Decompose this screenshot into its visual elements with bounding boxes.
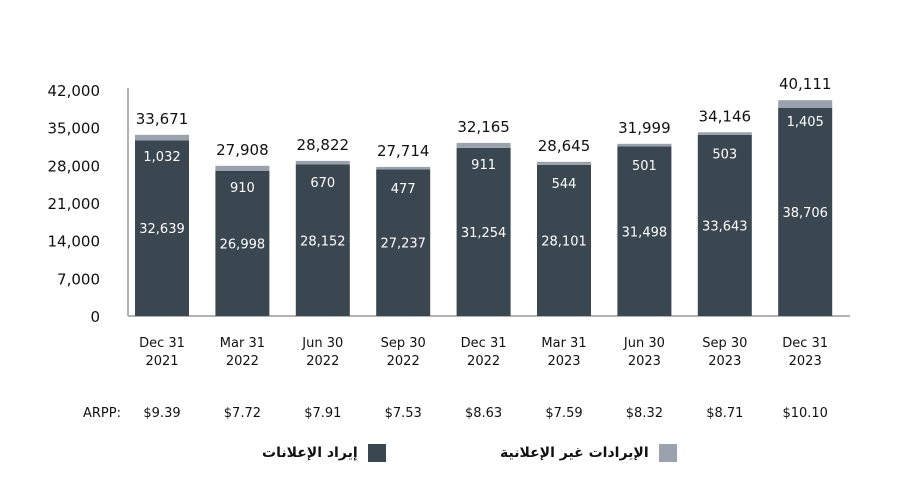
arpp-value: $7.72 (224, 406, 261, 421)
data-label-total: 27,714 (377, 142, 430, 160)
y-tick-label: 28,000 (48, 157, 101, 175)
data-label-total: 32,165 (457, 118, 510, 136)
x-tick-label-year: 2023 (628, 354, 661, 369)
bar-non-ad-revenue (456, 142, 511, 148)
data-label-non-ad: 1,032 (143, 150, 180, 165)
x-tick-label: Jun 30 (623, 336, 665, 351)
data-label-total: 28,645 (538, 137, 591, 155)
x-tick-label: Jun 30 (301, 336, 343, 351)
bar-ad-revenue (135, 140, 189, 316)
data-label-ad: 27,237 (380, 237, 426, 252)
arpp-value: $8.63 (465, 406, 502, 421)
data-label-non-ad: 477 (391, 182, 416, 197)
bar-ad-revenue (697, 134, 752, 316)
x-tick-label-year: 2021 (145, 354, 178, 369)
data-label-non-ad: 503 (712, 147, 737, 162)
arpp-value: $8.71 (706, 406, 743, 421)
bar-ad-revenue (215, 170, 270, 316)
data-label-non-ad: 911 (471, 158, 496, 173)
bar-non-ad-revenue (215, 165, 270, 171)
data-label-total: 40,111 (779, 75, 832, 93)
x-tick-label: Dec 31 (461, 336, 507, 351)
data-label-non-ad: 501 (632, 159, 657, 174)
bar-non-ad-revenue (697, 132, 752, 135)
x-tick-label: Mar 31 (541, 336, 586, 351)
data-label-ad: 31,254 (461, 226, 507, 241)
legend-item-non-ad-revenue: الإيرادات غير الإعلانية (500, 444, 677, 462)
bar-non-ad-revenue (376, 166, 431, 170)
x-tick-label: Mar 31 (220, 336, 265, 351)
arpp-value: $7.59 (545, 406, 582, 421)
data-label-ad: 28,101 (541, 234, 587, 249)
data-label-ad: 33,643 (702, 219, 748, 234)
legend-label-non-ad: الإيرادات غير الإعلانية (500, 445, 649, 461)
bar-ad-revenue (778, 107, 833, 316)
data-label-non-ad: 910 (230, 181, 255, 196)
x-tick-label-year: 2022 (306, 354, 339, 369)
data-label-ad: 31,498 (622, 225, 668, 240)
bar-non-ad-revenue (778, 100, 833, 108)
data-label-total: 27,908 (216, 141, 269, 159)
bar-ad-revenue (376, 169, 431, 316)
legend-item-ad-revenue: إيراد الإعلانات (262, 444, 386, 462)
x-tick-label-year: 2023 (708, 354, 741, 369)
y-tick-label: 14,000 (48, 233, 101, 251)
x-tick-label: Dec 31 (139, 336, 185, 351)
x-tick-label-year: 2022 (387, 354, 420, 369)
arpp-value: $10.10 (782, 406, 828, 421)
arpp-value: $9.39 (143, 406, 180, 421)
bar-ad-revenue (617, 146, 672, 316)
legend-swatch-ad (367, 444, 386, 462)
y-tick-label: 0 (90, 308, 100, 326)
y-tick-label: 21,000 (48, 195, 101, 213)
data-label-total: 33,671 (136, 110, 189, 128)
data-label-ad: 26,998 (220, 237, 266, 252)
data-label-total: 28,822 (297, 136, 350, 154)
data-label-non-ad: 670 (310, 176, 335, 191)
arpp-value: $7.53 (385, 406, 422, 421)
x-tick-label-year: 2023 (789, 354, 822, 369)
y-tick-label: 42,000 (48, 82, 101, 100)
bar-non-ad-revenue (135, 134, 189, 141)
bar-ad-revenue (537, 164, 591, 316)
x-tick-label: Sep 30 (381, 336, 426, 351)
legend-label-ad: إيراد الإعلانات (262, 445, 358, 461)
y-tick-label: 7,000 (57, 270, 100, 288)
data-label-ad: 38,706 (782, 206, 828, 221)
bar-non-ad-revenue (617, 143, 672, 147)
data-label-non-ad: 544 (552, 177, 577, 192)
data-label-non-ad: 1,405 (787, 115, 824, 130)
x-tick-label-year: 2022 (226, 354, 259, 369)
y-tick-label: 35,000 (48, 120, 101, 138)
x-tick-label-year: 2023 (547, 354, 580, 369)
x-tick-label: Sep 30 (702, 336, 747, 351)
arpp-value: $8.32 (626, 406, 663, 421)
data-label-ad: 28,152 (300, 234, 346, 249)
bar-ad-revenue (456, 147, 511, 316)
data-label-total: 34,146 (699, 107, 752, 125)
x-tick-label-year: 2022 (467, 354, 500, 369)
data-label-total: 31,999 (618, 119, 671, 137)
x-tick-label: Dec 31 (782, 336, 828, 351)
bar-non-ad-revenue (537, 161, 591, 165)
data-label-ad: 32,639 (139, 222, 185, 237)
bar-ad-revenue (295, 164, 350, 316)
legend-swatch-non-ad (658, 444, 677, 462)
arpp-value: $7.91 (304, 406, 341, 421)
bar-non-ad-revenue (295, 160, 350, 165)
arpp-label: ARPP: (83, 406, 121, 421)
